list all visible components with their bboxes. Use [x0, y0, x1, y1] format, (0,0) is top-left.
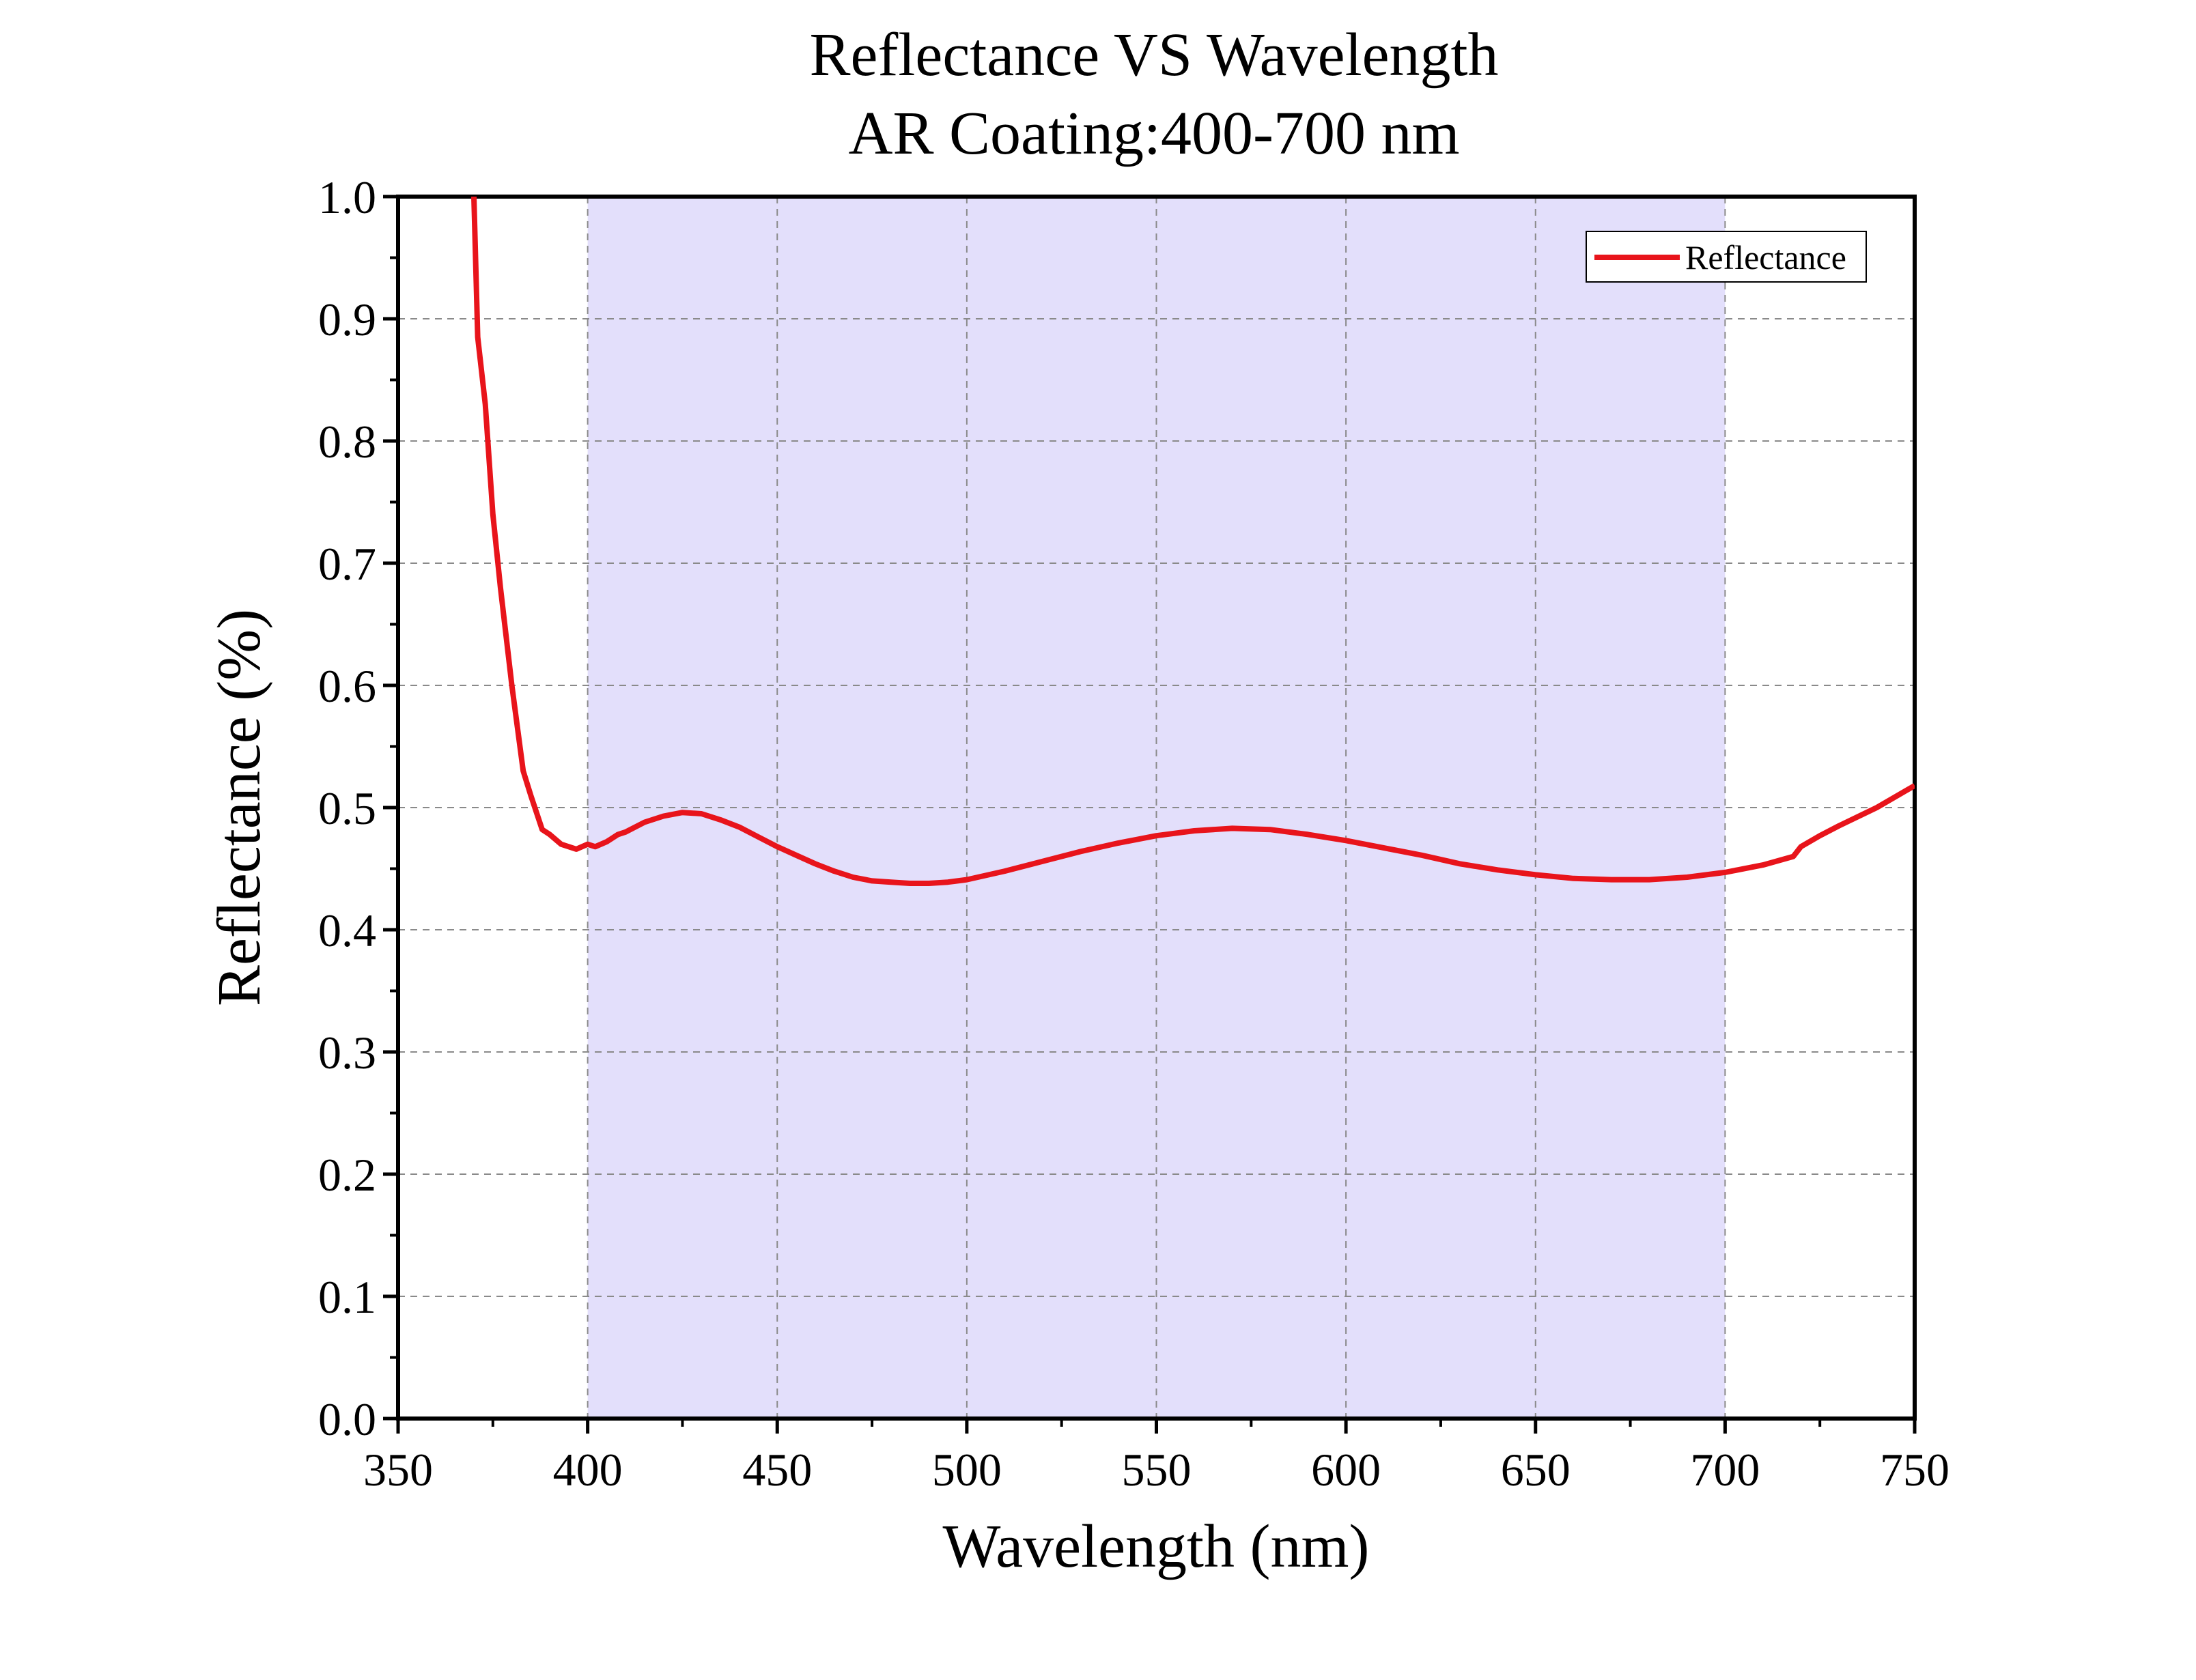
y-tick-label: 0.2 — [318, 1149, 376, 1201]
chart-subtitle: AR Coating:400-700 nm — [849, 100, 1460, 167]
y-tick-labels: 0.0 0.1 0.2 0.3 0.4 0.5 0.6 0.7 0.8 0.9 1.0 — [318, 171, 376, 1445]
legend: Reflectance — [1586, 231, 1867, 283]
x-tick-label: 550 — [1122, 1444, 1192, 1496]
x-tick-label: 650 — [1501, 1444, 1571, 1496]
y-tick-label: 0.8 — [318, 416, 376, 468]
x-tick-label: 500 — [932, 1444, 1002, 1496]
y-tick-label: 0.6 — [318, 660, 376, 712]
y-axis-label: Reflectance (%) — [206, 609, 273, 1006]
x-tick-label: 350 — [363, 1444, 433, 1496]
series-line-reflectance — [471, 197, 1915, 886]
y-tick-label: 0.3 — [318, 1027, 376, 1079]
y-tick-label: 1.0 — [318, 171, 376, 223]
legend-label-reflectance: Reflectance — [1685, 238, 1846, 276]
y-tick-label: 0.1 — [318, 1271, 376, 1323]
y-tick-label: 0.4 — [318, 905, 376, 956]
y-tick-label: 0.0 — [318, 1393, 376, 1445]
axis-ticks — [383, 195, 1917, 1434]
y-tick-label: 0.9 — [318, 294, 376, 345]
chart-title: Reflectance VS Wavelength — [809, 21, 1498, 89]
x-tick-label: 450 — [742, 1444, 812, 1496]
x-axis-label: Wavelength (nm) — [942, 1513, 1369, 1580]
y-tick-label: 0.7 — [318, 538, 376, 590]
y-tick-label: 0.5 — [318, 782, 376, 834]
x-tick-labels: 350 400 450 500 550 600 650 700 750 — [363, 1444, 1949, 1496]
x-tick-label: 400 — [553, 1444, 623, 1496]
x-tick-label: 750 — [1880, 1444, 1949, 1496]
x-tick-label: 600 — [1311, 1444, 1381, 1496]
x-tick-label: 700 — [1690, 1444, 1760, 1496]
